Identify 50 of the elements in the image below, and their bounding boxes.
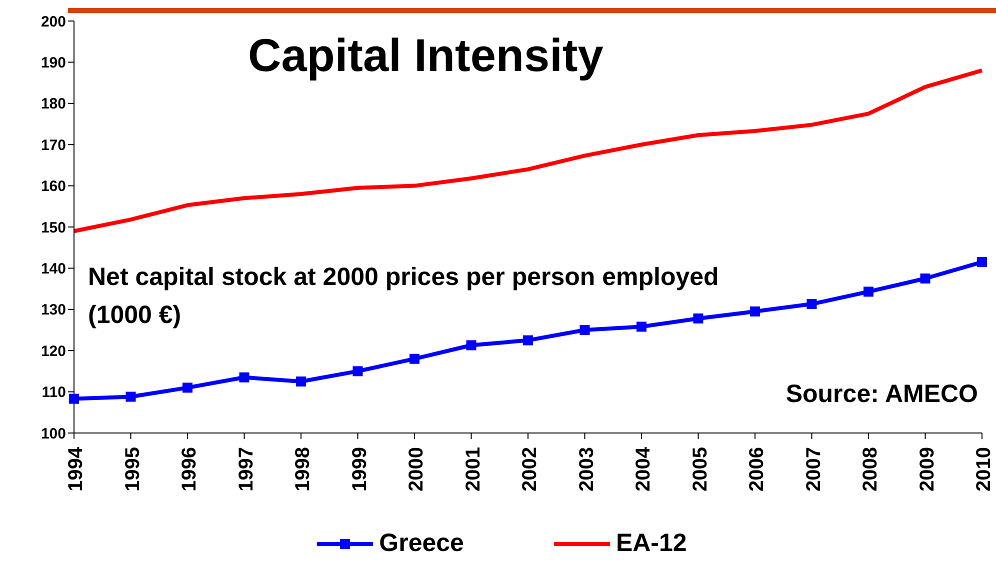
point	[920, 274, 930, 284]
x-tick-label: 2010	[973, 447, 995, 492]
x-tick-label: 2005	[689, 447, 712, 492]
point	[806, 299, 817, 310]
x-tick-label: 2007	[802, 447, 825, 492]
x-tick-label: 2001	[462, 447, 484, 492]
point	[296, 376, 306, 386]
point	[864, 286, 874, 297]
x-tick-label: 1999	[348, 447, 371, 492]
point	[523, 335, 533, 346]
x-tick-label: 1997	[235, 447, 258, 492]
point	[977, 257, 987, 268]
x-tick-label: 2008	[860, 447, 882, 492]
x-tick-label: 2002	[519, 447, 541, 492]
y-tick-label: 190	[40, 54, 66, 72]
point	[750, 306, 760, 316]
legend-label: EA-12	[616, 529, 687, 558]
point	[69, 394, 79, 404]
x-tick-label: 1994	[65, 446, 87, 492]
y-tick-label: 160	[40, 178, 66, 196]
point	[580, 325, 590, 335]
chart-title: Capital Intensity	[248, 28, 604, 82]
point	[182, 382, 192, 393]
x-tick-label: 1996	[178, 447, 200, 492]
y-tick-label: 120	[40, 342, 66, 360]
x-tick-label: 2006	[746, 447, 768, 492]
y-tick-label: 140	[40, 260, 66, 278]
legend-label: Greece	[379, 529, 464, 558]
y-tick-label: 200	[40, 13, 66, 30]
y-tick-label: 130	[40, 302, 66, 319]
y-tick-label: 170	[40, 136, 66, 154]
x-tick-label: 2003	[576, 447, 598, 492]
x-tick-label: 2004	[632, 446, 654, 492]
point	[352, 366, 363, 376]
y-tick-label: 110	[42, 384, 66, 402]
point	[410, 354, 420, 364]
y-tick-label: 180	[40, 96, 66, 113]
point	[239, 372, 250, 382]
y-tick-label: 150	[40, 219, 66, 236]
x-tick-label: 2000	[406, 447, 428, 492]
x-tick-label: 1995	[122, 447, 144, 492]
point	[636, 322, 646, 332]
point	[693, 313, 704, 324]
annotation: Net capital stock at 2000 prices per person employed (1000 €)	[88, 262, 720, 331]
point	[466, 340, 476, 350]
x-tick-label: 1998	[292, 447, 314, 492]
x-tick-label: 2009	[916, 447, 938, 492]
annotation: Source: AMECO	[786, 380, 978, 409]
y-tick-label: 100	[40, 425, 66, 442]
point	[126, 392, 136, 402]
